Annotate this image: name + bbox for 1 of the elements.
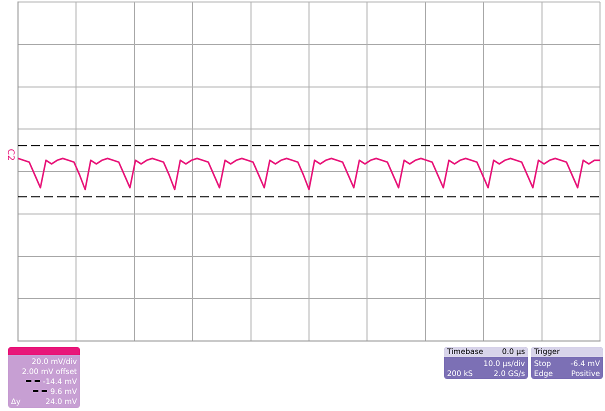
text: C2 [5,148,15,161]
